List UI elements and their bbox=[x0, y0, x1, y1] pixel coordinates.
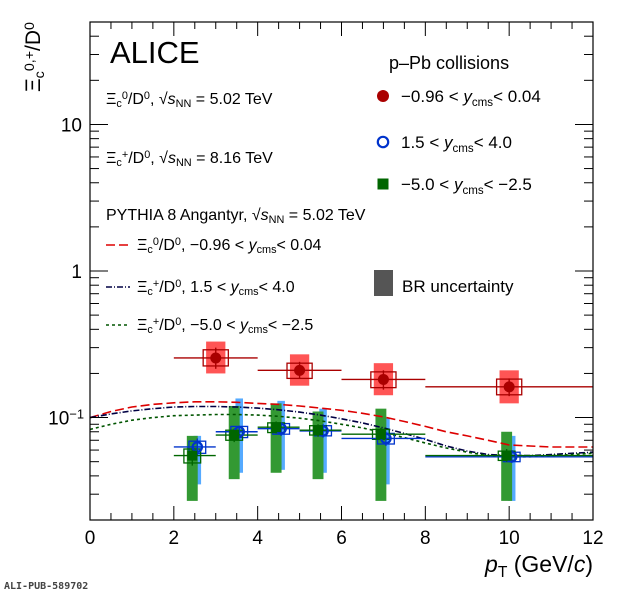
data-markers bbox=[187, 352, 518, 463]
experiment-label: ALICE bbox=[110, 35, 200, 70]
x-tick-label: 10 bbox=[499, 528, 520, 549]
br-box-2-0 bbox=[186, 435, 198, 501]
point-2-4 bbox=[375, 429, 386, 440]
br-box-2-2 bbox=[270, 403, 282, 473]
legend-alice-header: Ξc0/D0, √sNN = 5.02 TeV bbox=[106, 90, 273, 110]
legend-lhcb-header: Ξc+/D0, √sNN = 8.16 TeV bbox=[106, 149, 273, 169]
collision-label: p–Pb collisions bbox=[389, 53, 509, 73]
point-2-1 bbox=[229, 430, 240, 441]
legend-marker-0 bbox=[377, 90, 389, 102]
br-box-2-3 bbox=[312, 411, 324, 480]
publication-id: ALI-PUB-589702 bbox=[4, 581, 89, 592]
point-0-1 bbox=[294, 364, 306, 376]
point-2-2 bbox=[271, 422, 282, 433]
y-tick-label: 10−1 bbox=[48, 407, 84, 430]
y-axis-title: Ξc0,+/D0 bbox=[22, 22, 48, 92]
legend-br-label: BR uncertainty bbox=[402, 277, 514, 296]
legend-marker-2 bbox=[377, 178, 389, 190]
point-2-0 bbox=[187, 450, 198, 461]
model-curves bbox=[90, 401, 593, 458]
legend-series-label-2: −5.0 < ycms< −2.5 bbox=[401, 175, 532, 197]
y-tick-label: 1 bbox=[71, 262, 82, 283]
x-tick-label: 0 bbox=[85, 528, 96, 549]
point-0-3 bbox=[503, 381, 515, 393]
br-box-2-5 bbox=[501, 431, 513, 501]
legend: ALICE p–Pb collisions Ξc0/D0, √sNN = 5.02 … bbox=[106, 35, 541, 336]
point-2-3 bbox=[313, 425, 324, 436]
legend-series-label-1: 1.5 < ycms< 4.0 bbox=[401, 133, 512, 155]
x-axis-title: pT (GeV/c) bbox=[484, 551, 593, 581]
model-curve-0 bbox=[90, 401, 593, 448]
x-tick-label: 12 bbox=[582, 528, 603, 549]
legend-model-label-0: Ξc0/D0, −0.96 < ycms< 0.04 bbox=[137, 236, 322, 256]
legend-model-label-1: Ξc+/D0, 1.5 < ycms< 4.0 bbox=[137, 278, 295, 298]
legend-br-swatch bbox=[374, 270, 393, 296]
legend-series-label-0: −0.96 < ycms< 0.04 bbox=[401, 87, 541, 109]
legend-pythia-header: PYTHIA 8 Angantyr, √sNN = 5.02 TeV bbox=[106, 207, 366, 226]
point-0-2 bbox=[377, 373, 389, 385]
x-tick-label: 6 bbox=[336, 528, 347, 549]
point-2-5 bbox=[501, 450, 512, 461]
point-0-0 bbox=[210, 352, 222, 364]
model-curve-2 bbox=[90, 413, 593, 458]
point-1-0 bbox=[191, 441, 204, 453]
x-tick-label: 2 bbox=[169, 528, 180, 549]
br-box-2-4 bbox=[375, 408, 387, 501]
x-tick-label: 8 bbox=[420, 528, 431, 549]
legend-marker-1 bbox=[376, 135, 390, 149]
x-tick-label: 4 bbox=[252, 528, 263, 549]
br-box-2-1 bbox=[228, 405, 240, 480]
legend-model-label-2: Ξc+/D0, −5.0 < ycms< −2.5 bbox=[137, 316, 313, 336]
y-tick-label: 10 bbox=[61, 115, 82, 136]
